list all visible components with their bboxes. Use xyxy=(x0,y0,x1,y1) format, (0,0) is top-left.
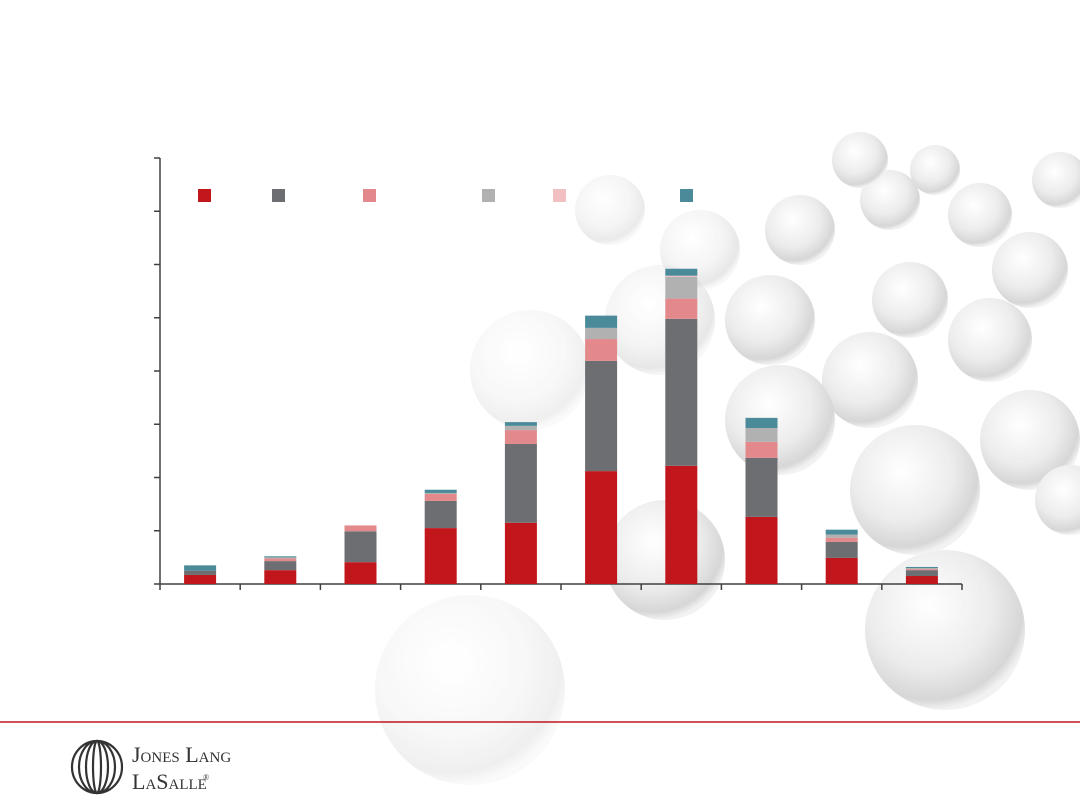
bar-segment xyxy=(585,315,618,328)
legend-swatch xyxy=(198,189,211,202)
bar-segment xyxy=(665,275,698,277)
legend-swatch xyxy=(363,189,376,202)
logo: Jones Lang LaSalle ® xyxy=(70,739,231,795)
bar-segment xyxy=(825,541,858,558)
bar-segment xyxy=(745,441,778,458)
bar-segment xyxy=(264,570,297,584)
legend-swatch xyxy=(482,189,495,202)
background-spheres xyxy=(375,132,1080,785)
bar-segment xyxy=(504,522,537,584)
bar-segment xyxy=(665,276,698,299)
bar-segment xyxy=(264,558,297,562)
bar-segment xyxy=(424,528,457,584)
bar-segment xyxy=(905,569,938,571)
bar-segment xyxy=(825,557,858,584)
bar-segment xyxy=(665,298,698,319)
bar-segment xyxy=(665,268,698,276)
bar-segment xyxy=(264,561,297,571)
logo-line2: LaSalle xyxy=(132,769,207,794)
bar-segment xyxy=(745,417,778,428)
bar-segment xyxy=(424,494,457,501)
legend-swatch xyxy=(272,189,285,202)
bar-segment xyxy=(745,457,778,517)
bar-segment xyxy=(745,516,778,584)
legend-swatch xyxy=(553,189,566,202)
bar-segment xyxy=(344,531,377,563)
bar-segment xyxy=(665,318,698,466)
bar-segment xyxy=(665,465,698,584)
bar-segment xyxy=(424,489,457,493)
logo-line1: Jones Lang xyxy=(132,742,231,767)
bar-segment xyxy=(585,471,618,584)
bar-segment xyxy=(344,562,377,584)
bar-segment xyxy=(905,568,938,570)
bar-segment xyxy=(825,537,858,542)
bar-segment xyxy=(344,525,377,532)
logo-icon xyxy=(70,739,124,795)
bar-segment xyxy=(905,566,938,569)
bar-segment xyxy=(184,574,217,584)
bar-segment xyxy=(825,534,858,538)
bar-segment xyxy=(504,443,537,523)
bar-segment xyxy=(585,360,618,472)
bar-segment xyxy=(825,529,858,535)
logo-mark: ® xyxy=(203,773,209,782)
bar-segment xyxy=(504,430,537,444)
bar-segment xyxy=(504,425,537,431)
legend-swatch xyxy=(680,189,693,202)
bar-segment xyxy=(504,422,537,426)
bar-segment xyxy=(905,570,938,577)
bar-segment xyxy=(184,565,217,571)
bar-segment xyxy=(264,556,297,558)
bar-segment xyxy=(585,339,618,361)
bar-segment xyxy=(585,327,618,340)
bar-segment xyxy=(184,570,217,575)
bar-segment xyxy=(424,500,457,529)
bar-segment xyxy=(264,557,297,559)
bar-segment xyxy=(905,576,938,584)
bar-segment xyxy=(424,492,457,495)
bar-segment xyxy=(745,427,778,442)
